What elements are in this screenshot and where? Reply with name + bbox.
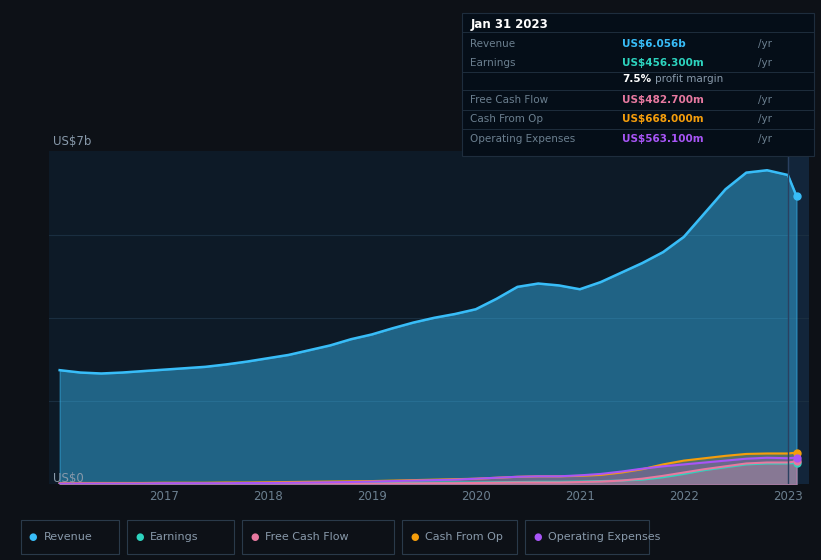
Text: ●: ● xyxy=(250,532,259,542)
Text: US$668.000m: US$668.000m xyxy=(622,114,704,124)
Text: ●: ● xyxy=(534,532,542,542)
Text: Earnings: Earnings xyxy=(150,532,199,542)
Text: Jan 31 2023: Jan 31 2023 xyxy=(470,17,548,31)
Text: Revenue: Revenue xyxy=(44,532,92,542)
Text: 7.5%: 7.5% xyxy=(622,74,651,84)
Text: Earnings: Earnings xyxy=(470,58,516,68)
Text: US$482.700m: US$482.700m xyxy=(622,95,704,105)
Text: /yr: /yr xyxy=(758,58,772,68)
Text: Operating Expenses: Operating Expenses xyxy=(470,134,576,144)
Text: Free Cash Flow: Free Cash Flow xyxy=(470,95,548,105)
Text: US$0: US$0 xyxy=(53,472,84,486)
Text: /yr: /yr xyxy=(758,95,772,105)
Bar xyxy=(788,151,809,484)
Text: profit margin: profit margin xyxy=(655,74,723,84)
Text: US$563.100m: US$563.100m xyxy=(622,134,704,144)
Text: ●: ● xyxy=(135,532,144,542)
Text: Cash From Op: Cash From Op xyxy=(470,114,544,124)
Text: Cash From Op: Cash From Op xyxy=(425,532,503,542)
Text: /yr: /yr xyxy=(758,134,772,144)
Text: /yr: /yr xyxy=(758,114,772,124)
Text: Free Cash Flow: Free Cash Flow xyxy=(265,532,349,542)
Text: US$7b: US$7b xyxy=(53,136,92,148)
Text: US$456.300m: US$456.300m xyxy=(622,58,704,68)
Text: ●: ● xyxy=(29,532,37,542)
Text: ●: ● xyxy=(410,532,419,542)
Text: Operating Expenses: Operating Expenses xyxy=(548,532,661,542)
Text: /yr: /yr xyxy=(758,39,772,49)
Text: US$6.056b: US$6.056b xyxy=(622,39,686,49)
Text: Revenue: Revenue xyxy=(470,39,516,49)
